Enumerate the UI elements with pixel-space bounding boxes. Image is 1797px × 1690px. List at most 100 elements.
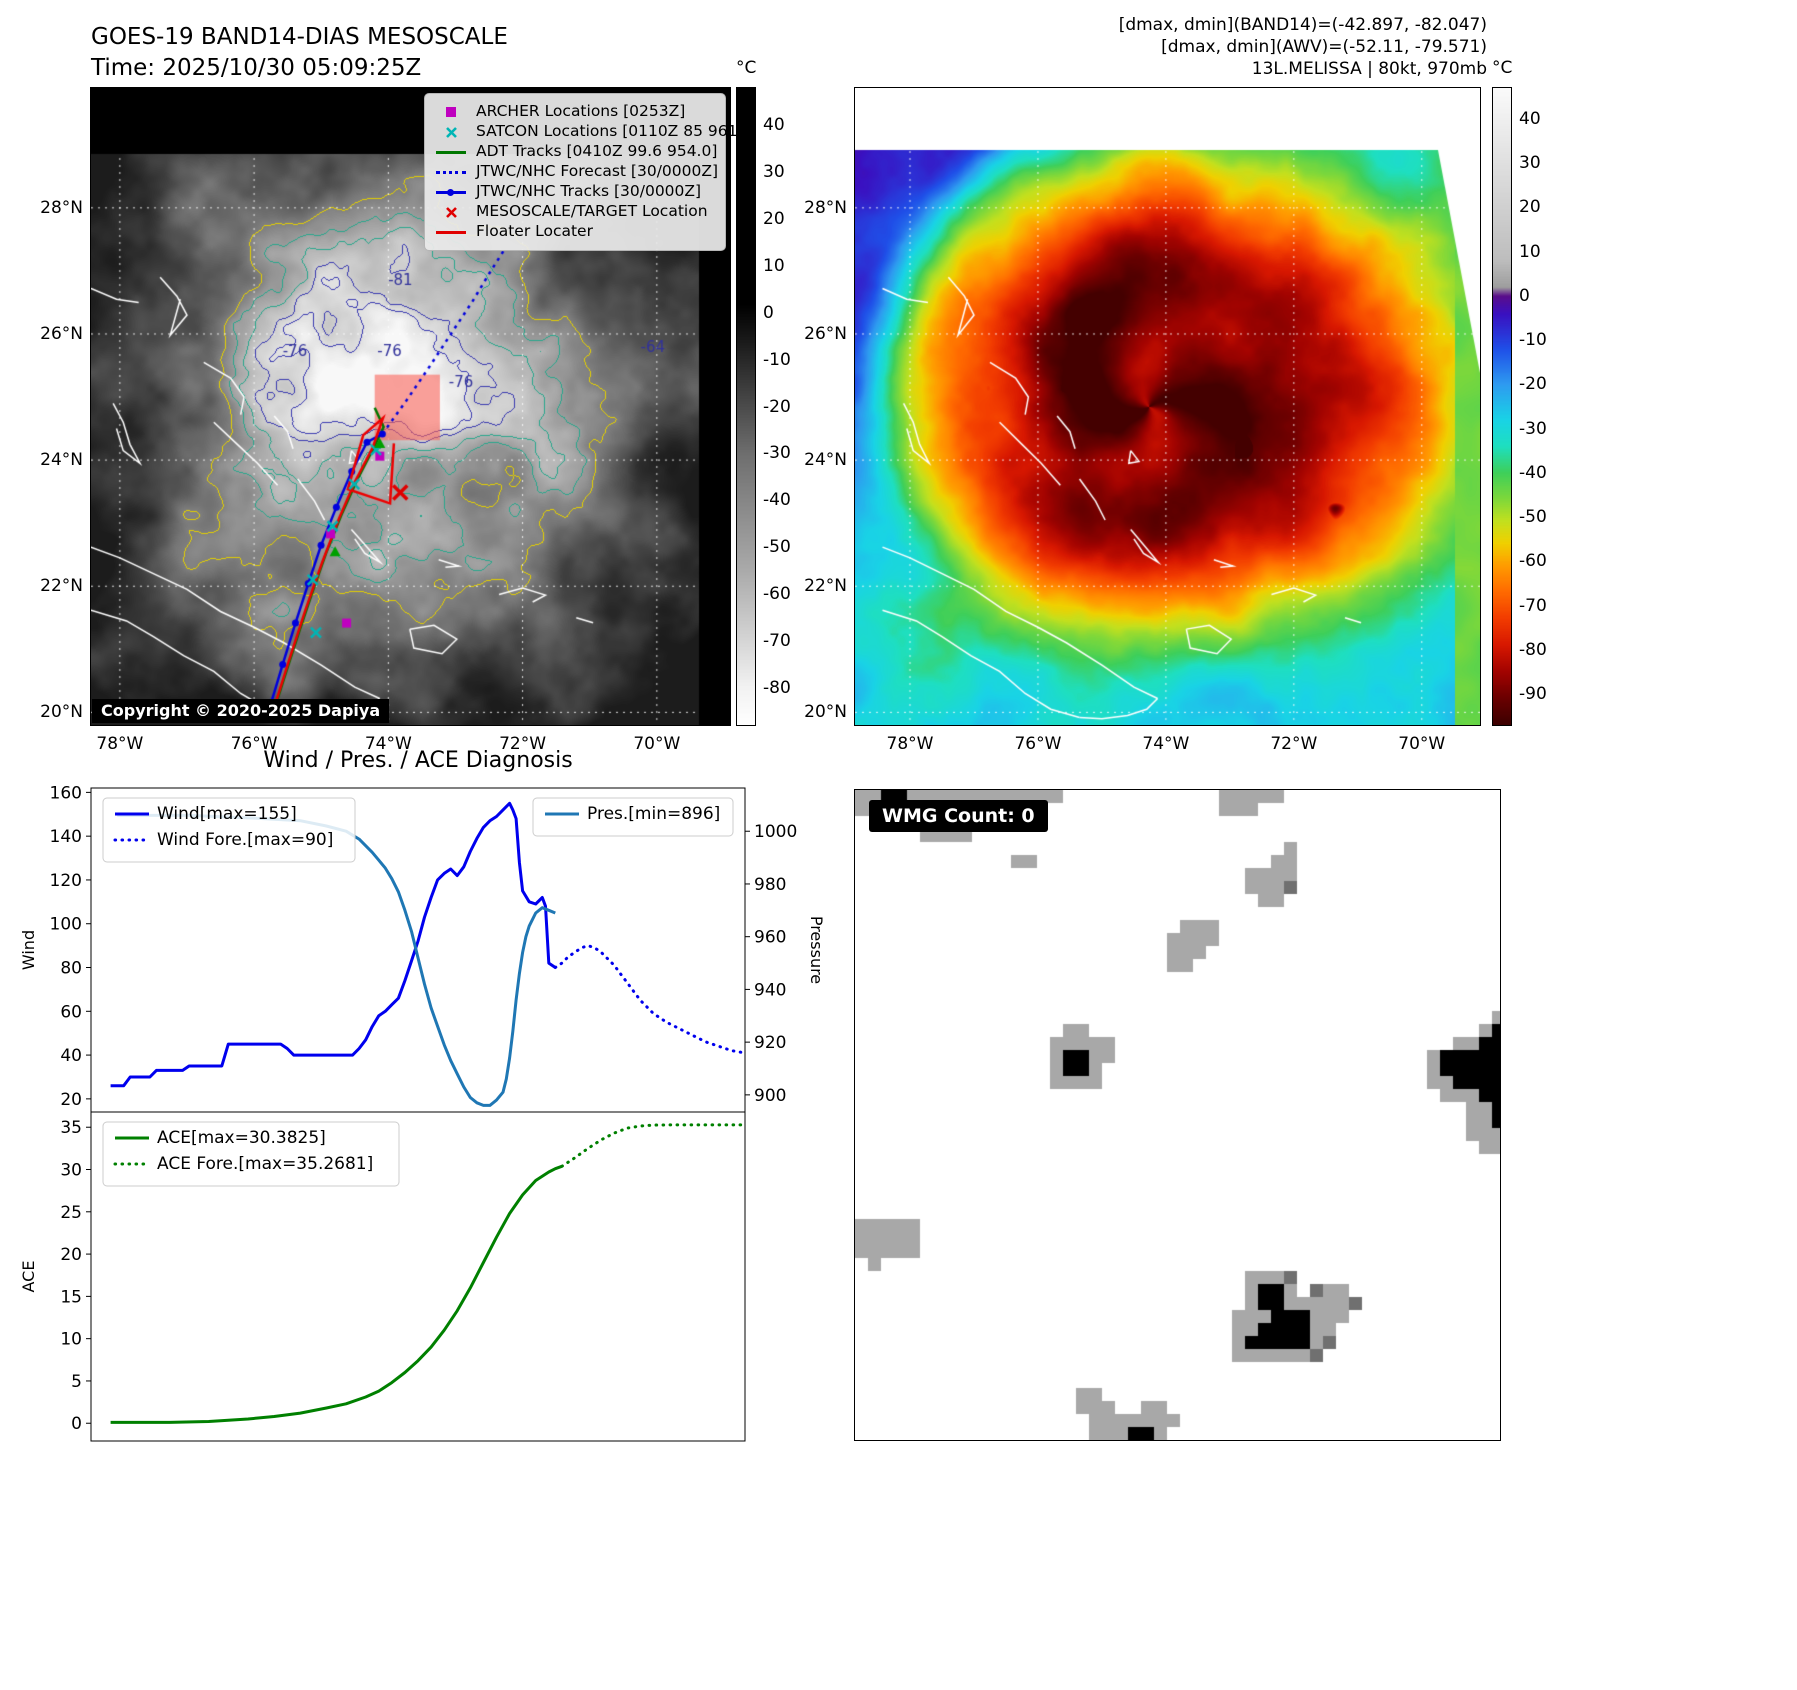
legend-item: ADT Tracks [0410Z 99.6 954.0]	[435, 142, 718, 162]
line-marker-icon	[435, 150, 467, 154]
awv-colorbar-tick-label: -10	[1519, 330, 1547, 351]
band14-x-tick-label: 70°W	[633, 734, 681, 754]
wind-pressure-right-tick-label: 940	[754, 980, 786, 1000]
band14-colorbar-tick-label: -50	[763, 537, 791, 557]
legend-item-label: SATCON Locations [0110Z 85 961]	[476, 122, 744, 141]
awv-colorbar	[1493, 88, 1511, 725]
chart-legend-label: Wind[max=155]	[157, 804, 297, 824]
band14-colorbar-tick-label: -40	[763, 490, 791, 511]
band14-title-block: GOES-19 BAND14-DIAS MESOSCALE Time: 2025…	[91, 22, 508, 84]
ace-series-ace-fore-max-35-2681	[560, 1123, 745, 1168]
awv-y-tick-label: 26°N	[804, 323, 847, 344]
legend-item-label: JTWC/NHC Forecast [30/0000Z]	[476, 162, 719, 181]
awv-colorbar-tick-label: 0	[1519, 285, 1530, 306]
legend-item: SATCON Locations [0110Z 85 961]	[435, 122, 744, 142]
awv-colorbar-tick-label: 40	[1519, 108, 1541, 129]
awv-x-tick-label: 78°W	[886, 734, 934, 754]
legend-item-label: ARCHER Locations [0253Z]	[476, 102, 686, 121]
legend-item: JTWC/NHC Forecast [30/0000Z]	[435, 162, 719, 182]
band14-colorbar-tick-label: -70	[763, 630, 791, 651]
diagnosis-title: Wind / Pres. / ACE Diagnosis	[263, 748, 573, 773]
legend-item: Floater Locater	[435, 222, 715, 242]
band14-colorbar-tick-label: 10	[763, 255, 785, 276]
diagnosis-charts: 20406080100120140160Wind9009209409609801…	[19, 783, 826, 1442]
band14-colorbar-tick-label: -10	[763, 349, 791, 370]
band14-colorbar-tick-label: -80	[763, 677, 791, 698]
band14-colorbar-tick-label: -30	[763, 443, 791, 464]
wind-pressure-left-tick-label: 100	[50, 915, 82, 935]
band14-colorbar	[737, 88, 755, 725]
band14-legend: ARCHER Locations [0253Z] SATCON Locations…	[424, 93, 744, 251]
awv-colorbar-unit: °C	[1492, 58, 1513, 78]
band14-subtitle: Time: 2025/10/30 05:09:25Z	[91, 55, 422, 81]
band14-colorbar-tick-label: 0	[763, 302, 774, 323]
x-marker-icon	[435, 206, 467, 219]
legend-item-label: ADT Tracks [0410Z 99.6 954.0]	[476, 142, 718, 161]
awv-x-tick-label: 74°W	[1142, 734, 1190, 754]
wind-pressure-left-tick-label: 80	[60, 959, 82, 979]
band14-copyright: Copyright © 2020-2025 Dapiya	[92, 699, 390, 723]
chart-legend-label: ACE Fore.[max=35.2681]	[157, 1154, 373, 1174]
line-marker-icon	[435, 230, 467, 234]
wind-pressure-left-tick-label: 140	[50, 827, 82, 847]
wmg-count-label: WMG Count: 0	[869, 800, 1048, 832]
awv-header-awv-range: [dmax, dmin](AWV)=(-52.11, -79.571)	[1161, 37, 1487, 57]
legend-item-label: JTWC/NHC Tracks [30/0000Z]	[476, 182, 702, 201]
dotted-line-marker-icon	[435, 170, 467, 174]
awv-colorbar-tick-label: -40	[1519, 462, 1547, 483]
chart-legend-label: Pres.[min=896]	[587, 804, 720, 824]
awv-header: [dmax, dmin](BAND14)=(-42.897, -82.047) …	[1000, 14, 1487, 80]
band14-y-tick-label: 26°N	[40, 323, 83, 344]
awv-y-tick-label: 24°N	[804, 450, 847, 471]
awv-colorbar-tick-label: -60	[1519, 551, 1547, 572]
legend-item-label: Floater Locater	[476, 222, 593, 241]
awv-colorbar-tick-label: 30	[1519, 153, 1541, 174]
wind-pressure-y-axis-label: Wind	[19, 930, 38, 970]
awv-y-tick-label: 20°N	[804, 702, 847, 723]
band14-x-tick-label: 74°W	[364, 734, 412, 754]
wind-pressure-right-tick-label: 960	[754, 928, 786, 948]
band14-colorbar-tick-label: 30	[763, 162, 785, 183]
awv-y-tick-label: 22°N	[804, 576, 847, 597]
wind-pressure-series-pres-min-896	[117, 813, 556, 1107]
chart-legend-label: Wind Fore.[max=90]	[157, 830, 333, 850]
wind-pressure-series-wind-max-155	[110, 801, 557, 1088]
band14-x-tick-label: 78°W	[96, 734, 144, 754]
ace-left-tick-label: 25	[60, 1203, 82, 1223]
storm-status-label: 13L.MELISSA | 80kt, 970mb	[1251, 59, 1487, 79]
awv-colorbar-tick-label: 20	[1519, 197, 1541, 218]
band14-colorbar-tick-label: 40	[763, 115, 785, 136]
ace-left-tick-label: 10	[60, 1330, 82, 1350]
band14-y-tick-label: 24°N	[40, 450, 83, 471]
x-marker-icon	[435, 126, 467, 139]
ace-legend	[102, 1121, 400, 1187]
band14-colorbar-unit: °C	[736, 58, 757, 78]
awv-x-tick-label: 72°W	[1270, 734, 1318, 754]
band14-x-tick-label: 76°W	[230, 734, 278, 754]
band14-x-tick-label: 72°W	[499, 734, 547, 754]
awv-header-band14-range: [dmax, dmin](BAND14)=(-42.897, -82.047)	[1118, 15, 1487, 35]
awv-colorbar-tick-label: -30	[1519, 418, 1547, 439]
awv-colorbar-tick-label: 10	[1519, 241, 1541, 262]
awv-colorbar-tick-label: -70	[1519, 595, 1547, 616]
legend-item: ARCHER Locations [0253Z]	[435, 102, 715, 122]
chart-legend-label: ACE[max=30.3825]	[157, 1128, 326, 1148]
wind-pressure-left-tick-label: 40	[60, 1046, 82, 1066]
awv-colorbar-tick-label: -80	[1519, 639, 1547, 660]
legend-item: MESOSCALE/TARGET Location	[435, 202, 715, 222]
wind-pressure-right-tick-label: 1000	[754, 822, 797, 842]
band14-colorbar-tick-label: -60	[763, 583, 791, 604]
awv-y-tick-label: 28°N	[804, 197, 847, 218]
band14-y-tick-label: 28°N	[40, 197, 83, 218]
ace-left-tick-label: 15	[60, 1287, 82, 1307]
pressure-legend	[532, 797, 734, 837]
ace-left-tick-label: 35	[60, 1118, 82, 1138]
band14-title: GOES-19 BAND14-DIAS MESOSCALE	[91, 24, 508, 50]
ace-y-axis-label: ACE	[19, 1261, 38, 1293]
wind-pressure-right-tick-label: 980	[754, 875, 786, 895]
wind-pressure-left-tick-label: 160	[50, 783, 82, 803]
wind-pressure-right-tick-label: 900	[754, 1086, 786, 1106]
wind-pressure-right-tick-label: 920	[754, 1033, 786, 1053]
awv-x-tick-label: 76°W	[1014, 734, 1062, 754]
wind-pressure-left-tick-label: 60	[60, 1002, 82, 1022]
